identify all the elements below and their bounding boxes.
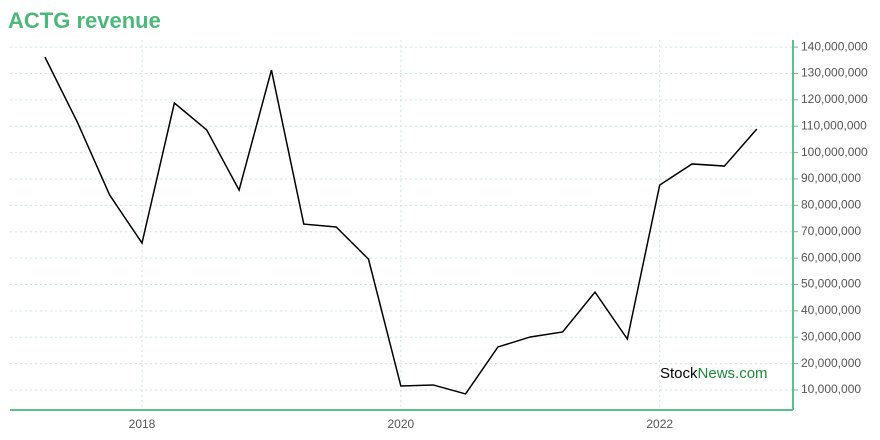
y-tick-label: 90,000,000 xyxy=(801,171,861,185)
watermark-stock: Stock xyxy=(660,365,698,382)
y-tick-label: 130,000,000 xyxy=(801,66,868,80)
y-tick-label: 60,000,000 xyxy=(801,250,861,264)
chart-title: ACTG revenue xyxy=(8,8,161,33)
line-series xyxy=(44,56,758,395)
y-tick-label: 30,000,000 xyxy=(801,329,861,343)
y-tick-label: 140,000,000 xyxy=(801,39,868,53)
y-tick-label: 110,000,000 xyxy=(801,118,867,132)
y-tick-label: 100,000,000 xyxy=(801,145,868,159)
y-tick-label: 20,000,000 xyxy=(801,356,861,370)
watermark: StockNews.com xyxy=(660,365,768,382)
y-tick-label: 120,000,000 xyxy=(801,92,868,106)
y-tick-label: 10,000,000 xyxy=(801,382,861,396)
y-tick-label: 50,000,000 xyxy=(801,277,861,291)
x-tick-label: 2022 xyxy=(646,417,673,431)
y-tick-label: 70,000,000 xyxy=(801,224,861,238)
y-tick-label: 80,000,000 xyxy=(801,198,861,212)
x-tick-label: 2020 xyxy=(388,417,415,431)
y-tick-label: 40,000,000 xyxy=(801,303,861,317)
watermark-news: News.com xyxy=(698,365,768,382)
x-tick-label: 2018 xyxy=(129,417,156,431)
